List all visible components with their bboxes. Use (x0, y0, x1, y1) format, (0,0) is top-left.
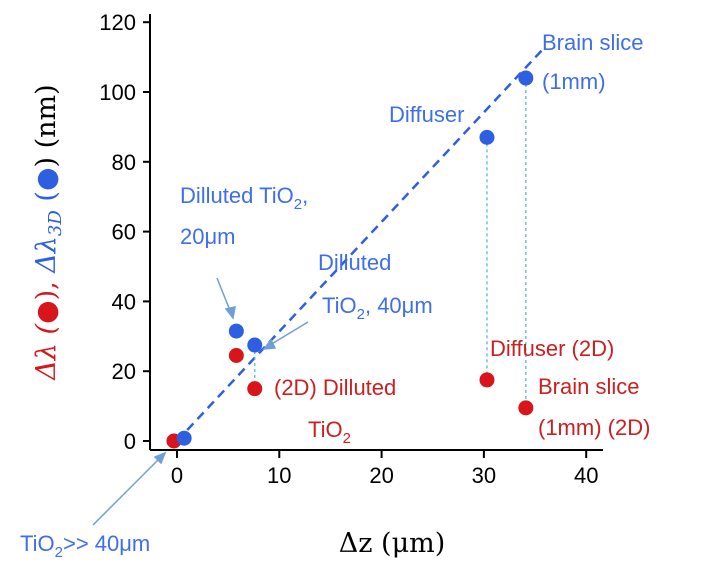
x-tick-label: 0 (171, 463, 183, 488)
label-dilluted-2d-line1: (2D) Dilluted (274, 375, 396, 400)
label-brain-slice-2d-line1: Brain slice (538, 374, 639, 399)
y-title-blue-suffix: ( (31, 191, 62, 210)
blue-point (479, 129, 495, 145)
arrowhead-dilluted-20um (224, 306, 236, 320)
label-dilluted-2d-sub: 2 (343, 430, 351, 447)
y-title-blue-sub: 3D (45, 210, 66, 236)
y-tick-label: 120 (99, 10, 136, 35)
x-axis-ticks: 0 10 20 30 40 (171, 450, 598, 488)
red-point (518, 400, 534, 416)
label-dilluted-2d-a: TiO (308, 417, 343, 442)
arrowhead-dilluted-40um (262, 338, 277, 350)
droplines (254, 78, 527, 408)
x-tick-label: 40 (574, 463, 598, 488)
label-diffuser-2d: Diffuser (2D) (490, 336, 614, 361)
label-tio2-a: TiO (20, 531, 55, 556)
y-tick-label: 20 (112, 359, 136, 384)
label-brain-slice-2d-line2: (1mm) (2D) (538, 415, 650, 440)
y-title-red-suffix: ), (31, 281, 62, 300)
red-point (247, 381, 263, 397)
x-axis-title: Δz (μm) (339, 528, 446, 559)
arrow-tio2-40um (92, 457, 161, 526)
label-brain-slice-line2: (1mm) (542, 69, 606, 94)
x-tick-label: 20 (369, 463, 393, 488)
label-dilluted-2d-line2: TiO2 (308, 417, 351, 447)
red-point (479, 372, 495, 388)
blue-point (247, 337, 263, 353)
y-title-blue-dot: ● (31, 167, 62, 191)
y-tick-label: 60 (112, 220, 136, 245)
red-point (228, 347, 244, 363)
label-diffuser: Diffuser (389, 102, 464, 127)
y-title-blue-prefix: Δλ (31, 236, 62, 274)
data-points (166, 70, 534, 449)
y-tick-label: 80 (112, 150, 136, 175)
label-dilluted-20um-b: , (302, 183, 308, 208)
y-tick-label: 40 (112, 289, 136, 314)
label-dilluted-20um-sub: 2 (294, 196, 302, 213)
label-tio2-sub: 2 (55, 544, 63, 561)
y-title-end: ) (nm) (31, 84, 62, 167)
y-axis-title: Δλ (●), Δλ3D (●) (nm) (31, 84, 66, 380)
label-tio2-40um: TiO2>> 40μm (20, 531, 150, 561)
y-title-space (31, 273, 62, 282)
label-dilluted-40um-b: , 40μm (365, 293, 433, 318)
blue-point (518, 70, 534, 86)
label-dilluted-20um-line2: 20μm (180, 224, 235, 249)
blue-point (228, 323, 244, 339)
label-dilluted-20um-line1: Dilluted TiO2, (180, 183, 308, 213)
annotation-arrows (92, 277, 309, 526)
y-tick-label: 0 (124, 429, 136, 454)
x-tick-label: 10 (267, 463, 291, 488)
label-dilluted-40um-a: TiO (322, 293, 357, 318)
label-dilluted-40um-line2: TiO2, 40μm (322, 293, 433, 323)
blue-point (176, 430, 192, 446)
x-tick-label: 30 (472, 463, 496, 488)
arrow-dilluted-20um (216, 277, 232, 314)
arrow-dilluted-40um (269, 321, 309, 346)
y-tick-label: 100 (99, 80, 136, 105)
y-axis-ticks: 0 20 40 60 80 100 120 (99, 10, 150, 454)
label-dilluted-40um-sub: 2 (357, 306, 365, 323)
label-tio2-b: >> 40μm (63, 531, 150, 556)
y-axis-title-text: Δλ (●), Δλ3D (●) (nm) (31, 84, 66, 380)
y-title-red-prefix: Δλ ( (31, 323, 62, 381)
label-dilluted-20um-a: Dilluted TiO (180, 183, 294, 208)
arrowhead-tio2-40um (153, 451, 167, 465)
label-brain-slice-line1: Brain slice (542, 30, 643, 55)
y-title-red-dot: ● (31, 300, 62, 324)
label-dilluted-40um-line1: Dilluted (318, 250, 391, 275)
